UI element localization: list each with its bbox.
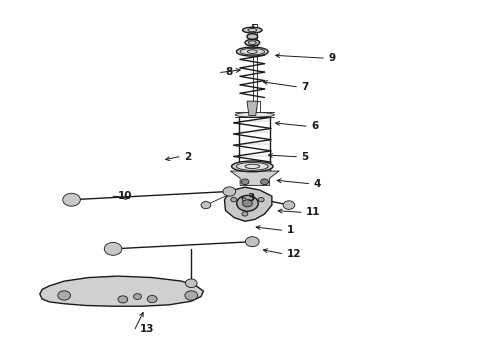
Ellipse shape [247, 34, 258, 40]
Circle shape [185, 291, 197, 300]
Ellipse shape [243, 27, 262, 33]
Circle shape [242, 212, 248, 216]
Text: 7: 7 [301, 82, 309, 92]
Text: 9: 9 [328, 53, 335, 63]
Circle shape [185, 279, 197, 288]
Ellipse shape [232, 161, 273, 172]
Polygon shape [247, 101, 258, 116]
Ellipse shape [237, 47, 268, 56]
Ellipse shape [237, 162, 268, 170]
Text: 4: 4 [314, 179, 321, 189]
Text: 1: 1 [287, 225, 294, 235]
Polygon shape [230, 171, 279, 185]
Text: 12: 12 [287, 248, 301, 258]
Text: 6: 6 [311, 121, 318, 131]
Polygon shape [224, 187, 272, 221]
Text: 3: 3 [247, 193, 255, 203]
Circle shape [243, 200, 252, 207]
Circle shape [283, 201, 295, 210]
Circle shape [63, 193, 80, 206]
Circle shape [261, 179, 269, 185]
Circle shape [104, 242, 122, 255]
Circle shape [231, 198, 237, 202]
Circle shape [223, 187, 236, 196]
Text: 10: 10 [118, 191, 132, 201]
Circle shape [118, 296, 128, 303]
Circle shape [245, 237, 259, 247]
Circle shape [258, 198, 264, 202]
Text: 11: 11 [306, 207, 320, 217]
Text: 8: 8 [225, 67, 233, 77]
Polygon shape [40, 276, 203, 306]
Text: 5: 5 [301, 152, 308, 162]
Circle shape [58, 291, 71, 300]
Circle shape [147, 296, 157, 303]
Text: 13: 13 [140, 324, 154, 334]
Circle shape [241, 179, 249, 185]
Circle shape [201, 202, 211, 209]
Ellipse shape [235, 112, 274, 117]
Ellipse shape [245, 40, 260, 46]
Circle shape [237, 195, 258, 211]
Text: 2: 2 [184, 152, 191, 162]
Circle shape [134, 294, 142, 300]
